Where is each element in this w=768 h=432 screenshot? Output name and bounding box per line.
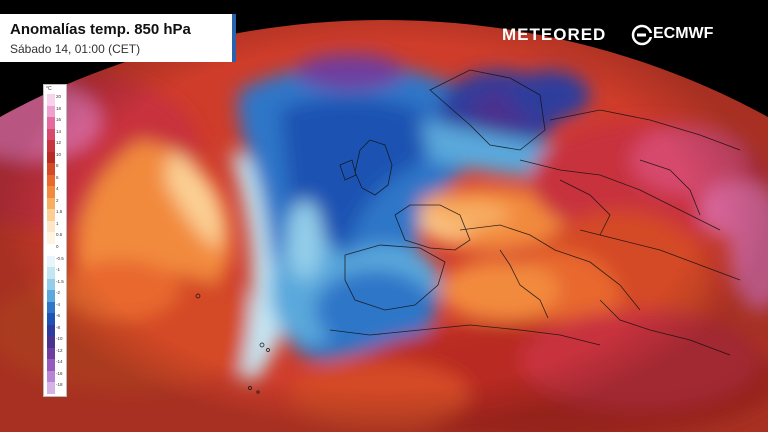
- legend-swatch: [47, 105, 55, 118]
- legend-tick-label: -4: [56, 301, 61, 307]
- title-box: Anomalías temp. 850 hPa Sábado 14, 01:00…: [0, 14, 236, 62]
- ecmwf-logo-icon: [631, 24, 653, 46]
- color-legend: °C 20 18 16 14 12 10 8 6 4 2 1.5 1 0.5 0 -0.5 -1 -1.5 -2 -…: [43, 84, 67, 397]
- legend-swatch: [47, 382, 55, 395]
- legend-tick-label: -16: [56, 370, 63, 376]
- legend-tick-label: 6: [56, 174, 59, 180]
- legend-swatch: [47, 174, 55, 187]
- legend-tick-label: -12: [56, 347, 63, 353]
- legend-tick-label: 2: [56, 197, 59, 203]
- legend-swatch: [47, 290, 55, 303]
- legend-tick-label: -8: [56, 324, 61, 330]
- legend-swatch: [47, 186, 55, 199]
- legend-tick-label: 1: [56, 220, 59, 226]
- legend-tick-label: -2: [56, 290, 61, 296]
- legend-swatch: [47, 117, 55, 130]
- meteored-logo: METEORED: [502, 25, 607, 44]
- legend-unit: °C: [46, 86, 52, 92]
- legend-tick-label: 10: [56, 151, 62, 157]
- legend-swatch: [47, 163, 55, 176]
- legend-tick-label: 0: [56, 244, 59, 249]
- legend-tick-label: -10: [56, 336, 63, 342]
- legend-swatch: [47, 278, 55, 291]
- legend-tick-label: -1: [56, 267, 61, 273]
- legend-swatch: [47, 209, 55, 222]
- legend-tick-label: 18: [56, 105, 62, 111]
- legend-swatch: [47, 324, 55, 337]
- legend-swatch: [47, 359, 55, 372]
- legend-tick-label: 0.5: [56, 232, 63, 238]
- legend-tick-label: 20: [56, 94, 62, 99]
- legend-tick-label: 4: [56, 186, 59, 192]
- legend-ticks: 20 18 16 14 12 10 8 6 4 2 1.5 1 0.5 0 -0.5 -1 -1.5 -2 -4 -6…: [56, 94, 67, 394]
- legend-swatch: [47, 140, 55, 153]
- legend-color-bar: [47, 94, 55, 395]
- legend-tick-label: 14: [56, 128, 62, 134]
- legend-tick-label: -6: [56, 313, 61, 319]
- legend-swatch: [47, 197, 55, 210]
- legend-swatch: [47, 255, 55, 268]
- legend-swatch: [47, 336, 55, 349]
- legend-swatch: [47, 244, 55, 257]
- legend-tick-label: 16: [56, 117, 62, 123]
- legend-tick-label: 12: [56, 140, 62, 146]
- map-title: Anomalías temp. 850 hPa: [10, 21, 191, 38]
- legend-swatch: [47, 128, 55, 141]
- legend-swatch: [47, 301, 55, 314]
- legend-tick-label: -14: [56, 359, 63, 365]
- ecmwf-logo: ECMWF: [653, 25, 714, 42]
- legend-tick-label: 1.5: [56, 209, 63, 215]
- legend-swatch: [47, 267, 55, 280]
- legend-swatch: [47, 232, 55, 245]
- legend-swatch: [47, 313, 55, 326]
- legend-tick-label: -0.5: [56, 255, 64, 261]
- legend-swatch: [47, 94, 55, 107]
- legend-tick-label: -1.5: [56, 278, 64, 284]
- legend-tick-label: 8: [56, 163, 59, 169]
- legend-tick-label: -18: [56, 382, 63, 388]
- legend-swatch: [47, 220, 55, 233]
- legend-swatch: [47, 347, 55, 360]
- legend-swatch: [47, 370, 55, 383]
- legend-swatch: [47, 151, 55, 164]
- map-subtitle: Sábado 14, 01:00 (CET): [10, 42, 141, 56]
